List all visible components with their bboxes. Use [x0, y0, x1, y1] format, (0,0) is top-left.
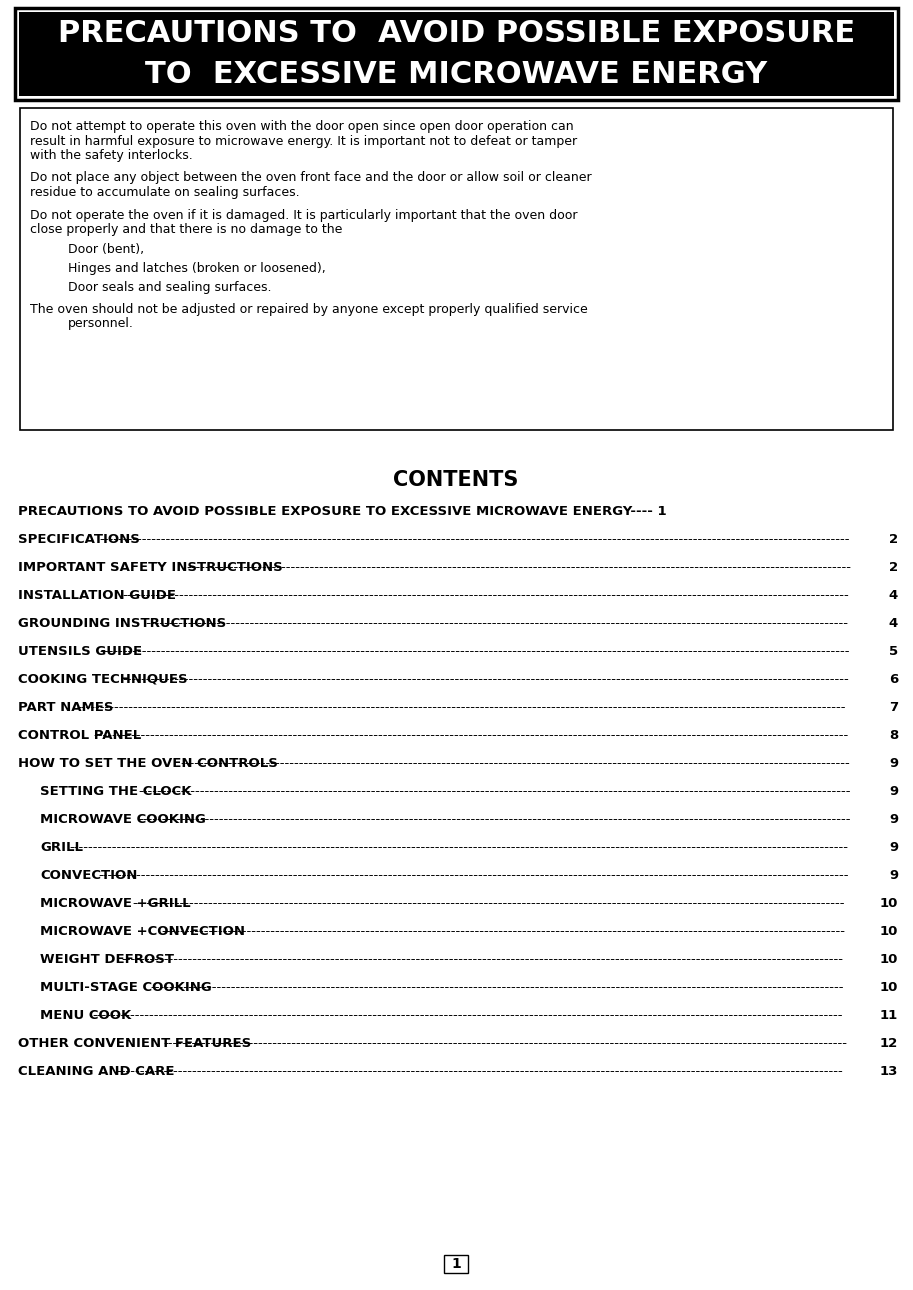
Text: 9: 9	[889, 869, 898, 882]
Text: WEIGHT DEFROST: WEIGHT DEFROST	[40, 953, 174, 966]
Text: SETTING THE CLOCK: SETTING THE CLOCK	[40, 786, 192, 799]
Text: 2: 2	[889, 533, 898, 546]
Text: 4: 4	[888, 590, 898, 602]
Text: 8: 8	[888, 729, 898, 742]
Text: --------------------------------------------------------------------------------: ----------------------------------------…	[151, 980, 844, 995]
Text: 9: 9	[889, 813, 898, 826]
Bar	[20, 108, 893, 430]
Text: --------------------------------------------------------------------------------: ----------------------------------------…	[186, 561, 851, 574]
Text: CONTENTS: CONTENTS	[394, 470, 519, 490]
Text: CONTROL PANEL: CONTROL PANEL	[18, 729, 142, 742]
Text: 2: 2	[889, 561, 898, 574]
Text: MICROWAVE +GRILL: MICROWAVE +GRILL	[40, 897, 191, 909]
Text: Door seals and sealing surfaces.: Door seals and sealing surfaces.	[68, 280, 271, 294]
Text: --------------------------------------------------------------------------------: ----------------------------------------…	[132, 897, 845, 909]
Text: COOKING TECHNIQUES: COOKING TECHNIQUES	[18, 673, 188, 686]
Text: HOW TO SET THE OVEN CONTROLS: HOW TO SET THE OVEN CONTROLS	[18, 757, 278, 770]
Text: PART NAMES: PART NAMES	[18, 700, 113, 713]
Text: --------------------------------------------------------------------------------: ----------------------------------------…	[139, 813, 851, 826]
Text: residue to accumulate on sealing surfaces.: residue to accumulate on sealing surface…	[30, 186, 299, 199]
Text: --------------------------------------------------------------------------------: ----------------------------------------…	[122, 590, 849, 602]
Text: Do not operate the oven if it is damaged. It is particularly important that the : Do not operate the oven if it is damaged…	[30, 209, 578, 222]
Text: 10: 10	[879, 953, 898, 966]
Text: --------------------------------------------------------------------------------: ----------------------------------------…	[100, 645, 850, 658]
Text: MICROWAVE COOKING: MICROWAVE COOKING	[40, 813, 205, 826]
Text: close properly and that there is no damage to the: close properly and that there is no dama…	[30, 223, 342, 236]
Text: --------------------------------------------------------------------------------: ----------------------------------------…	[163, 1037, 847, 1050]
Text: 12: 12	[880, 1037, 898, 1050]
Text: --------------------------------------------------------------------------------: ----------------------------------------…	[92, 1009, 843, 1022]
Text: GROUNDING INSTRUCTIONS: GROUNDING INSTRUCTIONS	[18, 617, 226, 630]
Text: INSTALLATION GUIDE: INSTALLATION GUIDE	[18, 590, 176, 602]
Text: --------------------------------------------------------------------------------: ----------------------------------------…	[93, 729, 849, 742]
Bar	[19, 12, 894, 95]
Text: PRECAUTIONS TO AVOID POSSIBLE EXPOSURE TO EXCESSIVE MICROWAVE ENERGY---- 1: PRECAUTIONS TO AVOID POSSIBLE EXPOSURE T…	[18, 504, 666, 519]
Text: personnel.: personnel.	[68, 317, 134, 330]
Text: TO  EXCESSIVE MICROWAVE ENERGY: TO EXCESSIVE MICROWAVE ENERGY	[145, 59, 768, 89]
Text: GRILL: GRILL	[40, 841, 83, 854]
Bar	[15, 8, 898, 101]
Text: 11: 11	[880, 1009, 898, 1022]
Text: 9: 9	[889, 841, 898, 854]
Text: MENU COOK: MENU COOK	[40, 1009, 131, 1022]
Text: 5: 5	[889, 645, 898, 658]
Text: Do not attempt to operate this oven with the door open since open door operation: Do not attempt to operate this oven with…	[30, 120, 573, 133]
Text: CLEANING AND CARE: CLEANING AND CARE	[18, 1066, 174, 1078]
Text: CONVECTION: CONVECTION	[40, 869, 137, 882]
Text: 10: 10	[879, 897, 898, 909]
Text: --------------------------------------------------------------------------------: ----------------------------------------…	[121, 953, 844, 966]
Text: --------------------------------------------------------------------------------: ----------------------------------------…	[181, 757, 850, 770]
Text: 6: 6	[888, 673, 898, 686]
Text: Door (bent),: Door (bent),	[68, 244, 144, 257]
Text: MULTI-STAGE COOKING: MULTI-STAGE COOKING	[40, 980, 212, 995]
Text: --------------------------------------------------------------------------------: ----------------------------------------…	[139, 786, 851, 799]
Text: 10: 10	[879, 925, 898, 938]
Text: result in harmful exposure to microwave energy. It is important not to defeat or: result in harmful exposure to microwave …	[30, 134, 577, 147]
Text: with the safety interlocks.: with the safety interlocks.	[30, 150, 193, 163]
Text: 13: 13	[879, 1066, 898, 1078]
Text: --------------------------------------------------------------------------------: ----------------------------------------…	[117, 1066, 844, 1078]
Text: --------------------------------------------------------------------------------: ----------------------------------------…	[145, 617, 848, 630]
Text: --------------------------------------------------------------------------------: ----------------------------------------…	[69, 841, 848, 854]
Text: --------------------------------------------------------------------------------: ----------------------------------------…	[162, 925, 845, 938]
Text: Hinges and latches (broken or loosened),: Hinges and latches (broken or loosened),	[68, 262, 326, 275]
Text: 7: 7	[889, 700, 898, 713]
Text: IMPORTANT SAFETY INSTRUCTIONS: IMPORTANT SAFETY INSTRUCTIONS	[18, 561, 283, 574]
Text: PRECAUTIONS TO  AVOID POSSIBLE EXPOSURE: PRECAUTIONS TO AVOID POSSIBLE EXPOSURE	[58, 19, 855, 48]
Text: --------------------------------------------------------------------------------: ----------------------------------------…	[122, 673, 849, 686]
Text: MICROWAVE +CONVECTION: MICROWAVE +CONVECTION	[40, 925, 245, 938]
Text: 1: 1	[451, 1256, 461, 1271]
Text: The oven should not be adjusted or repaired by anyone except properly qualified : The oven should not be adjusted or repai…	[30, 303, 588, 316]
Text: SPECIFICATIONS: SPECIFICATIONS	[18, 533, 140, 546]
Text: UTENSILS GUIDE: UTENSILS GUIDE	[18, 645, 142, 658]
Bar	[444, 1255, 468, 1273]
Text: --------------------------------------------------------------------------------: ----------------------------------------…	[100, 533, 850, 546]
Text: 9: 9	[889, 757, 898, 770]
Text: --------------------------------------------------------------------------------: ----------------------------------------…	[98, 869, 848, 882]
Text: --------------------------------------------------------------------------------: ----------------------------------------…	[76, 700, 845, 713]
Text: Do not place any object between the oven front face and the door or allow soil o: Do not place any object between the oven…	[30, 172, 592, 184]
Text: 10: 10	[879, 980, 898, 995]
Text: OTHER CONVENIENT FEATURES: OTHER CONVENIENT FEATURES	[18, 1037, 251, 1050]
Text: 4: 4	[888, 617, 898, 630]
Text: 9: 9	[889, 786, 898, 799]
